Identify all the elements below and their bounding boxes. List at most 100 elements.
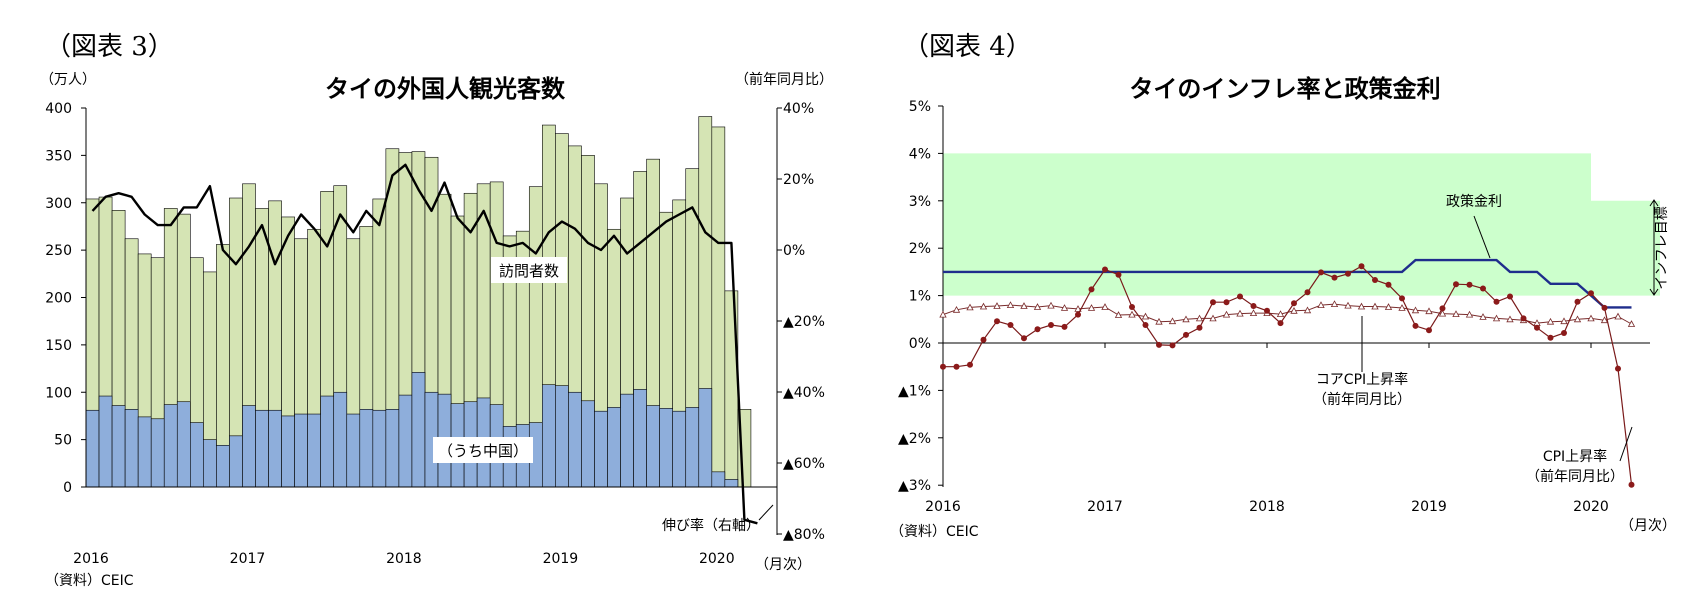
cpi-point	[1534, 324, 1540, 331]
cpi-point	[1520, 315, 1527, 322]
china-label-bg	[433, 437, 533, 463]
china-bar	[111, 405, 126, 488]
china-bar	[190, 422, 204, 488]
cpi-point	[1021, 335, 1027, 342]
cpi-point	[1547, 334, 1554, 341]
visitor-bar	[711, 126, 726, 488]
figure-label-3: （図表 3）	[45, 32, 174, 62]
cpi-point	[1061, 323, 1068, 330]
core-cpi-point	[1222, 310, 1231, 318]
left-tick: 50	[54, 433, 72, 449]
visitors-label: 訪問者数	[499, 262, 559, 280]
core-cpi-point	[1587, 314, 1595, 322]
core-cpi-point	[1614, 312, 1622, 320]
cpi-point	[967, 361, 973, 368]
core-cpi-point	[1155, 317, 1163, 325]
core-cpi-point	[1087, 304, 1096, 311]
left-tick: 0	[63, 480, 72, 496]
china-bar	[724, 479, 739, 488]
core-cpi-point	[1114, 311, 1123, 318]
cpi-point	[1210, 299, 1216, 306]
cpi-point	[1183, 331, 1189, 338]
core-cpi-point	[1479, 313, 1487, 320]
china-bar	[698, 388, 713, 488]
cpi-point	[1615, 365, 1621, 372]
left-tick: 350	[45, 148, 72, 164]
left-tick: 100	[45, 385, 72, 401]
left-tick: 250	[45, 243, 72, 259]
china-bar	[150, 418, 165, 488]
core-cpi-point	[1330, 300, 1339, 307]
left-tick: 150	[45, 338, 72, 354]
cpi-point	[1075, 311, 1081, 318]
growth-label: 伸び率（右軸）	[662, 517, 760, 534]
core-cpi-point	[1033, 303, 1042, 310]
core-cpi-point	[1600, 316, 1609, 324]
china-bar	[294, 413, 308, 488]
cpi-point	[1291, 300, 1297, 307]
core-cpi-point	[939, 310, 947, 318]
core-cpi-point	[1425, 307, 1433, 315]
right-tick: ▲60%	[783, 456, 825, 472]
core-cpi-point	[993, 302, 1001, 309]
china-bar	[176, 401, 191, 488]
year-tick: 2016	[73, 551, 109, 567]
china-bar	[268, 409, 282, 488]
cpi-point	[1331, 274, 1338, 281]
core-cpi-point	[1465, 310, 1474, 318]
core-cpi-point	[1411, 306, 1420, 314]
chart-title-3: タイの外国人観光客数	[325, 75, 566, 103]
left-tick: 200	[45, 291, 72, 307]
year-tick: 2016	[925, 499, 961, 515]
right-tick: 0%	[783, 243, 805, 259]
china-bar	[333, 391, 348, 488]
growth-pointer	[758, 504, 774, 521]
core-cpi-point	[1101, 303, 1109, 310]
right-tick: ▲20%	[783, 314, 825, 330]
cpi-point	[1156, 341, 1162, 348]
cpi-point	[1601, 304, 1608, 311]
core-cpi-point	[1317, 301, 1325, 308]
china-bar	[542, 384, 556, 488]
right-tick: 40%	[783, 101, 814, 117]
cpi-point	[1561, 330, 1567, 336]
year-ticks: 2016 2017 2018 2019 2020	[73, 551, 734, 567]
cpi-point	[1574, 298, 1581, 305]
cpi-point	[1372, 277, 1378, 283]
cpi-point	[1129, 304, 1135, 310]
cpi-point	[1237, 293, 1243, 300]
china-bar	[672, 410, 687, 488]
core-cpi-point	[1560, 317, 1568, 325]
y-ticks: 5% 4% 3% 2% 1% 0% ▲1% ▲2% ▲3%	[898, 99, 931, 494]
core-cpi-point	[1195, 314, 1204, 322]
china-bar	[242, 405, 256, 488]
core-cpi-point	[1398, 304, 1406, 311]
cpi-point	[1358, 263, 1365, 270]
cpi-point	[1493, 298, 1500, 305]
left-ticks: 400 350 300 250 200 150 100 50 0	[45, 101, 72, 496]
china-bar	[411, 372, 426, 488]
core-cpi-point	[1546, 317, 1555, 325]
cpi-point	[1277, 320, 1284, 327]
china-bar	[594, 410, 608, 488]
cpi-point	[1007, 322, 1014, 328]
cpi-point	[953, 363, 960, 370]
tick-marks	[938, 105, 1592, 486]
policy-pointer	[1473, 215, 1491, 259]
policy-label: 政策金利	[1446, 193, 1502, 210]
core-cpi-point	[1371, 302, 1379, 310]
china-bar	[320, 395, 335, 488]
cpi-point	[1169, 342, 1176, 349]
china-bars	[85, 372, 739, 488]
core-cpi-point	[1006, 301, 1015, 308]
core-cpi-point	[1506, 315, 1514, 323]
china-bar	[281, 415, 295, 488]
y-tick: ▲1%	[898, 383, 931, 399]
bracket-arrow-down	[1649, 288, 1659, 296]
china-bar	[359, 409, 374, 488]
china-bar	[398, 394, 413, 488]
cpi-point	[1345, 270, 1351, 277]
figure-label-4: （図表 4）	[903, 32, 1032, 62]
china-bar	[307, 413, 321, 488]
